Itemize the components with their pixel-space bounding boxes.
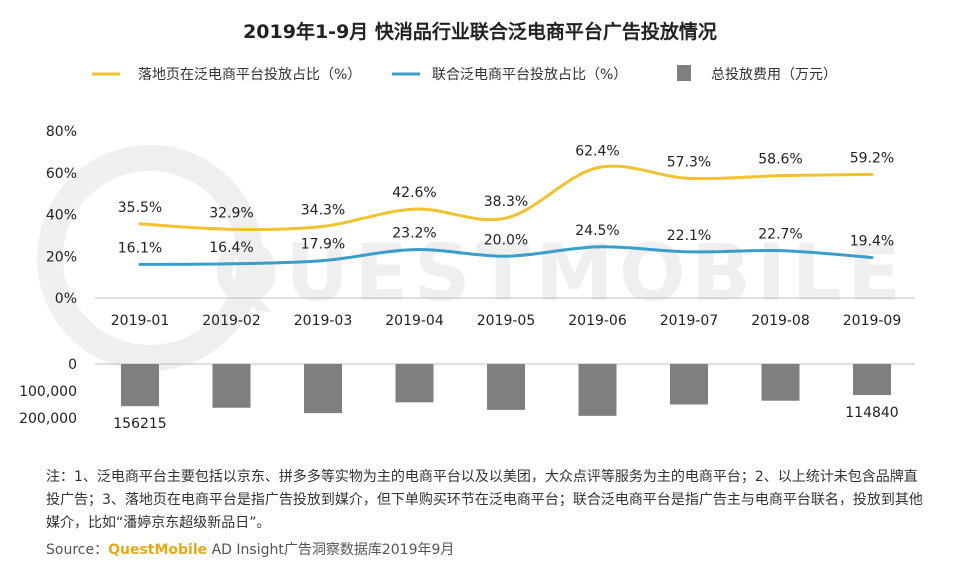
- spend-bar: [853, 364, 891, 396]
- x-tick-label: 2019-05: [477, 313, 536, 329]
- series-2-data-label: 17.9%: [301, 237, 345, 253]
- series-1-point: [230, 227, 233, 231]
- y-tick-label: 60%: [46, 166, 77, 182]
- spend-bar-label: 156215: [113, 416, 166, 432]
- spend-bar: [304, 364, 342, 414]
- series-2-point: [321, 259, 325, 263]
- y-tick-label: 80%: [46, 124, 77, 140]
- y-tick-label: 40%: [46, 208, 77, 224]
- x-tick-label: 2019-04: [385, 313, 444, 329]
- y-tick-label: 20%: [46, 249, 77, 265]
- series-1-point: [321, 224, 325, 228]
- spend-bar-label: 114840: [845, 405, 898, 421]
- series-2-point: [413, 248, 416, 252]
- spend-bar: [761, 364, 800, 401]
- series-1-point: [413, 207, 416, 211]
- line-plot: 80% 60% 40% 20% 0% 2019-01 2019-02 2019-03 2019-…: [46, 124, 915, 329]
- legend-label-landing: 落地页在泛电商平台投放占比（%）: [138, 67, 361, 83]
- bar-y-tick-label: 0: [68, 357, 77, 373]
- series-2-point: [870, 256, 874, 260]
- series-2-data-label: 23.2%: [392, 226, 436, 242]
- watermark: QUESTMOBILE: [37, 145, 907, 371]
- series-2-data-label: 24.5%: [575, 223, 619, 239]
- series-1-data-label: 38.3%: [484, 194, 528, 210]
- series-2-data-label: 20.0%: [484, 232, 528, 248]
- series-2-data-label: 19.4%: [850, 234, 894, 250]
- series-2-point: [596, 245, 599, 249]
- series-1-data-label: 42.6%: [392, 185, 436, 201]
- series-2-point: [138, 262, 142, 266]
- series-1-point: [870, 172, 874, 176]
- series-1-point: [687, 176, 691, 180]
- legend-label-joint: 联合泛电商平台投放占比（%）: [432, 67, 627, 83]
- series-1-data-label: 62.4%: [575, 144, 619, 160]
- bar-y-tick-label: 200,000: [19, 411, 77, 427]
- source-line: Source：QuestMobile AD Insight广告洞察数据库2019…: [46, 539, 454, 559]
- bar-plot: 0 100,000 200,000 156215 114840: [19, 357, 915, 432]
- series-1-data-label: 59.2%: [850, 150, 894, 166]
- series-1-point: [504, 216, 508, 220]
- series-1-point: [779, 174, 782, 178]
- series-2-data-label: 16.4%: [209, 240, 253, 256]
- series-2-point: [779, 249, 782, 253]
- x-tick-label: 2019-09: [843, 313, 902, 329]
- source-rest: AD Insight广告洞察数据库2019年9月: [207, 542, 455, 558]
- series-2-data-label: 16.1%: [118, 240, 162, 256]
- spend-bar: [395, 364, 434, 403]
- spend-bar: [212, 364, 251, 408]
- legend-label-spend: 总投放费用（万元）: [711, 67, 837, 83]
- source-prefix: Source：: [46, 542, 109, 558]
- series-2-data-label: 22.7%: [758, 227, 802, 243]
- footnote: 注：1、泛电商平台主要包括以京东、拼多多等实物为主的电商平台以及以美团，大众点评…: [46, 469, 923, 531]
- series-1-data-label: 32.9%: [209, 205, 253, 221]
- spend-bar: [121, 364, 159, 407]
- series-1-data-label: 58.6%: [758, 152, 802, 168]
- series-1-point: [138, 222, 142, 226]
- series-1-data-label: 57.3%: [667, 154, 711, 170]
- series-1-data-label: 35.5%: [118, 200, 162, 216]
- spend-bar: [670, 364, 708, 405]
- x-tick-label: 2019-06: [568, 313, 627, 329]
- chart-title: 2019年1-9月 快消品行业联合泛电商平台广告投放情况: [243, 20, 717, 43]
- series-2-point: [687, 250, 691, 254]
- series-2-point: [230, 262, 233, 266]
- x-tick-label: 2019-08: [751, 313, 810, 329]
- x-tick-label: 2019-02: [202, 313, 261, 329]
- x-tick-label: 2019-07: [660, 313, 719, 329]
- series-2-data-label: 22.1%: [667, 228, 711, 244]
- legend-swatch-spend: [677, 65, 691, 81]
- legend: 落地页在泛电商平台投放占比（%） 联合泛电商平台投放占比（%） 总投放费用（万元…: [92, 65, 837, 83]
- bar-y-tick-label: 100,000: [19, 384, 77, 400]
- x-tick-label: 2019-03: [294, 313, 353, 329]
- series-1-data-label: 34.3%: [301, 202, 345, 218]
- series-2-point: [504, 254, 508, 258]
- source-brand: QuestMobile: [108, 542, 208, 558]
- y-tick-label: 0%: [55, 291, 77, 307]
- series-1-point: [596, 166, 599, 170]
- x-tick-label: 2019-01: [111, 313, 170, 329]
- watermark-text: QUESTMOBILE: [213, 229, 907, 319]
- spend-bar: [487, 364, 525, 410]
- spend-bar: [578, 364, 617, 416]
